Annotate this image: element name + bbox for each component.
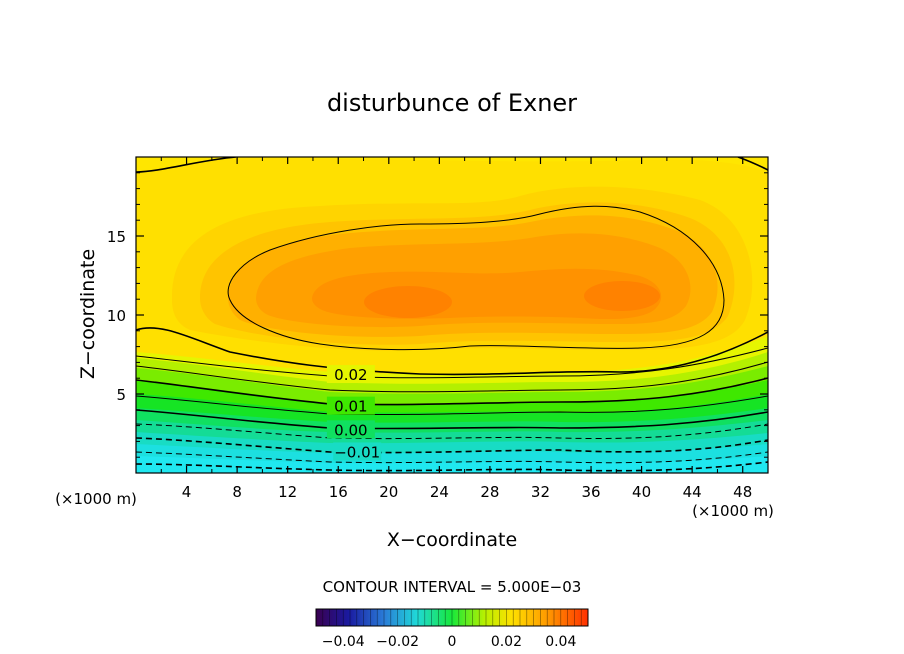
band-cyan-2 [136, 456, 768, 473]
x-axis-label: X−coordinate [387, 529, 517, 551]
contour-label-knockout [326, 420, 375, 439]
contour-line-top [136, 157, 237, 173]
colorbar-tick-labels: −0.04 −0.02 0 0.02 0.04 [322, 634, 577, 650]
contour-line-0.005 [136, 395, 768, 416]
contour-label-knockout [333, 442, 382, 461]
contour-label-knockout [326, 396, 375, 415]
contour-line-closed-max [227, 205, 725, 351]
x-tick-label: 44 [683, 483, 702, 501]
colorbar-tick-label: 0.04 [545, 634, 576, 650]
x-tick-label: 36 [581, 483, 600, 501]
x-tick-label: 32 [531, 483, 550, 501]
colorbar-tick-label: −0.04 [322, 634, 365, 650]
x-unit-label-left: (×1000 m) [55, 490, 137, 508]
center-max-left [364, 286, 452, 318]
contour-label: 0.01 [334, 398, 367, 416]
x-unit-label-right: (×1000 m) [692, 502, 774, 520]
y-tick-label: 5 [116, 386, 126, 404]
contour-line-neg-0.005 [136, 423, 768, 440]
contour-line-neg-0.01 [136, 437, 768, 454]
colorbar-stripes [315, 609, 589, 626]
x-tick-label: 40 [632, 483, 651, 501]
contour-line-neg-0.015 [136, 451, 768, 464]
colorbar-tick-label: −0.02 [376, 634, 419, 650]
band-top-light [136, 157, 768, 174]
x-tick-label: 12 [278, 483, 297, 501]
plot-area [136, 157, 768, 473]
contour-line-0.015 [136, 361, 768, 393]
colorbar-tick-label: 0.02 [491, 634, 522, 650]
x-tick-label: 4 [182, 483, 192, 501]
x-tick-label: 28 [480, 483, 499, 501]
x-tick-label: 24 [430, 483, 449, 501]
contour-labels: 0.02 0.01 0.00 −0.01 [326, 365, 382, 461]
contour-label: 0.00 [334, 421, 367, 439]
contour-line-0.02 [136, 347, 768, 379]
contour-line-0.01 [136, 377, 768, 406]
center-max-right [584, 281, 660, 311]
x-axis: 4 8 12 16 20 24 28 32 36 40 44 48 [160, 157, 752, 501]
colorbar-frame [315, 608, 589, 627]
x-tick-label: 16 [329, 483, 348, 501]
colorbar-tick-label: 0 [448, 634, 457, 650]
contour-line-0.025 [136, 327, 768, 376]
contour-label-knockout [326, 365, 375, 384]
colorbar: −0.04 −0.02 0 0.02 0.04 [315, 608, 589, 650]
chart-title: disturbunce of Exner [327, 89, 577, 117]
y-axis-label: Z−coordinate [77, 249, 99, 379]
y-tick-label: 15 [107, 228, 126, 246]
x-tick-label: 48 [733, 483, 752, 501]
x-tick-label: 20 [379, 483, 398, 501]
contour-line-neg-0.02 [136, 461, 768, 472]
contour-interval-text: CONTOUR INTERVAL = 5.000E−03 [323, 578, 582, 596]
contour-line-0.00 [136, 409, 768, 430]
y-axis: 5 10 15 [107, 172, 768, 458]
contour-label: 0.02 [334, 366, 367, 384]
contour-label: −0.01 [334, 443, 380, 461]
contour-line-top-right [737, 157, 768, 171]
x-tick-label: 8 [232, 483, 242, 501]
y-tick-label: 10 [107, 307, 126, 325]
